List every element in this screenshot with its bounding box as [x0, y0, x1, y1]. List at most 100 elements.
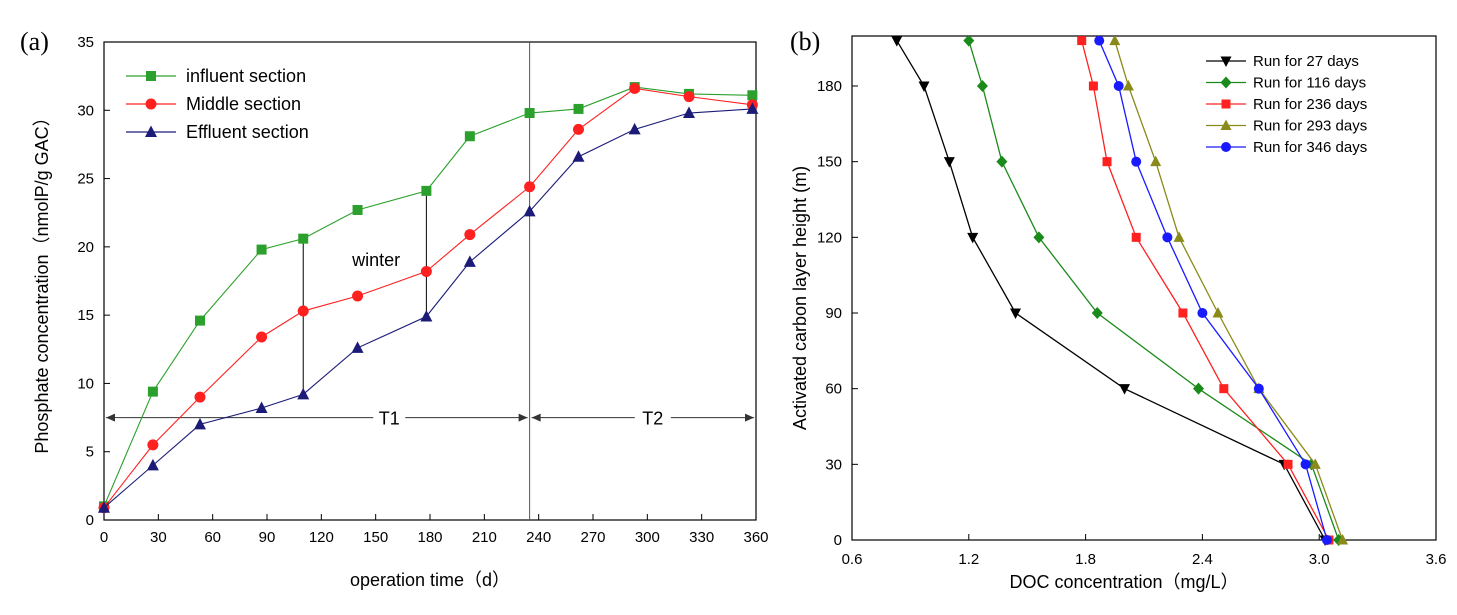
panel-b-x-tick-label: 3.6: [1426, 551, 1447, 568]
panel-a-y-tick-label: 0: [86, 512, 94, 529]
panel-b-legend-marker: [1220, 119, 1232, 130]
panel-b-data-point: [1113, 81, 1124, 91]
panel-b-data-point: [1091, 307, 1103, 319]
panel-b-data-point: [943, 157, 955, 168]
panel-b-data-point: [1150, 155, 1162, 167]
panel-a-data-point: [524, 108, 535, 119]
panel-a-data-point: [297, 387, 310, 400]
panel-b-plot-area: 0.6 1.2 1.8 2.4 3.0 3.6 0 30 60 90 120 150 180: [817, 35, 1446, 568]
panel-a-data-point: [255, 401, 268, 414]
panel-a-legend-marker: [145, 98, 157, 110]
panel-a-data-point: [524, 181, 536, 193]
panel-a-y-tick-label: 5: [86, 444, 94, 461]
period-t2-label: T2: [642, 409, 663, 429]
panel-b-x-tick-label: 1.2: [958, 551, 979, 568]
panel-a-data-point: [746, 102, 759, 114]
panel-b-data-point: [1122, 80, 1134, 91]
panel-a-legend-label: Middle section: [186, 94, 301, 114]
panel-a: (a) 0 30 60 90 120 150 180 210 240 270 300 330 360 0 5…: [20, 27, 769, 590]
panel-a-legend-marker: [145, 125, 157, 137]
panel-b-y-axis-label: Activated carbon layer height (m): [790, 166, 810, 430]
panel-a-data-point: [298, 233, 309, 244]
panel-a-x-tick-label: 30: [150, 529, 167, 546]
panel-a-data-point: [420, 310, 433, 322]
panel-a-data-point: [464, 229, 476, 241]
panel-a-data-point: [464, 131, 475, 142]
panel-b-legend-marker: [1221, 142, 1231, 152]
panel-a-data-point: [146, 458, 159, 471]
panel-b-data-point: [967, 232, 979, 244]
panel-b-label: (b): [790, 27, 820, 56]
panel-a-data-point: [628, 122, 641, 135]
panel-b-data-point: [1178, 308, 1188, 318]
panel-a-series-line-1: [103, 87, 753, 509]
panel-a-y-tick-label: 10: [77, 375, 94, 392]
panel-b-data-point: [1088, 81, 1098, 91]
panel-a-data-point: [420, 265, 432, 277]
panel-a-legend-label: influent section: [186, 66, 306, 86]
panel-b-data-point: [1094, 36, 1105, 46]
panel-b-series-line-4: [1098, 40, 1328, 541]
panel-a-data-point: [682, 106, 695, 119]
panel-b: (b) 0.6 1.2 1.8 2.4 3.0 3.6 0 30 60 90 120 150 180 D…: [790, 27, 1446, 592]
panel-b-data-point: [1321, 535, 1332, 545]
panel-b-legend-label: Run for 116 days: [1253, 75, 1366, 92]
panel-b-data-point: [1309, 458, 1321, 469]
panel-b-legend-label: Run for 346 days: [1253, 139, 1367, 156]
panel-b-frame: [851, 35, 1437, 541]
panel-a-data-point: [463, 255, 476, 267]
panel-b-data-point: [1010, 308, 1022, 319]
panel-a-legend-label: Effluent section: [186, 122, 309, 142]
panel-b-x-tick-label: 1.8: [1075, 551, 1096, 568]
panel-b-legend-label: Run for 27 days: [1253, 53, 1359, 70]
panel-a-plot-area: 0 30 60 90 120 150 180 210 240 270 300 330 360 0 5 10 15…: [77, 34, 768, 546]
panel-a-series-line-0: [103, 86, 753, 507]
panel-a-label: (a): [20, 27, 49, 56]
panel-a-x-tick-label: 210: [472, 529, 497, 546]
panel-a-x-axis-label: operation time（d）: [350, 570, 510, 590]
panel-b-data-point: [1173, 231, 1185, 242]
panel-a-data-point: [98, 501, 110, 513]
panel-b-legend-label: Run for 236 days: [1253, 96, 1367, 113]
panel-b-y-tick-label: 150: [817, 154, 842, 171]
panel-a-data-point: [629, 82, 641, 94]
panel-a-x-tick-label: 180: [417, 529, 442, 546]
panel-b-legend-marker: [1220, 56, 1232, 67]
panel-a-y-tick-label: 20: [77, 239, 94, 256]
panel-a-y-tick-label: 25: [77, 171, 94, 188]
panel-b-data-point: [1162, 232, 1173, 243]
panel-a-legend: influent section Middle section Effluent s…: [126, 66, 309, 142]
panel-b-data-point: [1077, 36, 1087, 46]
panel-b-data-point: [1197, 308, 1208, 318]
panel-a-data-point: [523, 204, 536, 217]
panel-b-data-point: [1219, 384, 1229, 394]
panel-b-y-tick-label: 0: [834, 532, 842, 549]
period-t2-arrowhead: [745, 413, 754, 422]
panel-a-data-point: [297, 305, 309, 317]
panel-a-data-point: [193, 417, 206, 430]
panel-b-data-point: [1119, 384, 1131, 395]
panel-a-x-tick-label: 0: [100, 529, 108, 546]
panel-b-legend-label: Run for 293 days: [1253, 118, 1367, 135]
panel-b-data-point: [963, 36, 975, 47]
panel-a-data-point: [351, 341, 364, 353]
panel-a-data-point: [352, 204, 363, 215]
winter-annotation: winter: [351, 250, 400, 270]
panel-a-data-point: [572, 150, 585, 162]
panel-a-data-point: [683, 91, 695, 103]
panel-b-legend: Run for 27 days Run for 116 days Run for 2…: [1206, 53, 1367, 156]
panel-a-data-point: [573, 123, 585, 135]
panel-b-data-point: [1033, 231, 1045, 244]
panel-b-series-line-2: [1081, 40, 1330, 541]
panel-b-legend-marker: [1220, 76, 1232, 89]
panel-a-y-tick-label: 30: [77, 102, 94, 119]
panel-b-y-tick-label: 120: [817, 229, 842, 246]
panel-a-x-tick-label: 90: [259, 529, 276, 546]
panel-b-y-tick-label: 60: [825, 381, 842, 398]
panel-a-data-point: [147, 439, 159, 451]
panel-a-x-tick-label: 120: [309, 529, 334, 546]
panel-a-legend-marker: [146, 71, 156, 81]
panel-b-series-line-1: [968, 40, 1340, 541]
panel-a-y-tick-label: 15: [77, 307, 94, 324]
